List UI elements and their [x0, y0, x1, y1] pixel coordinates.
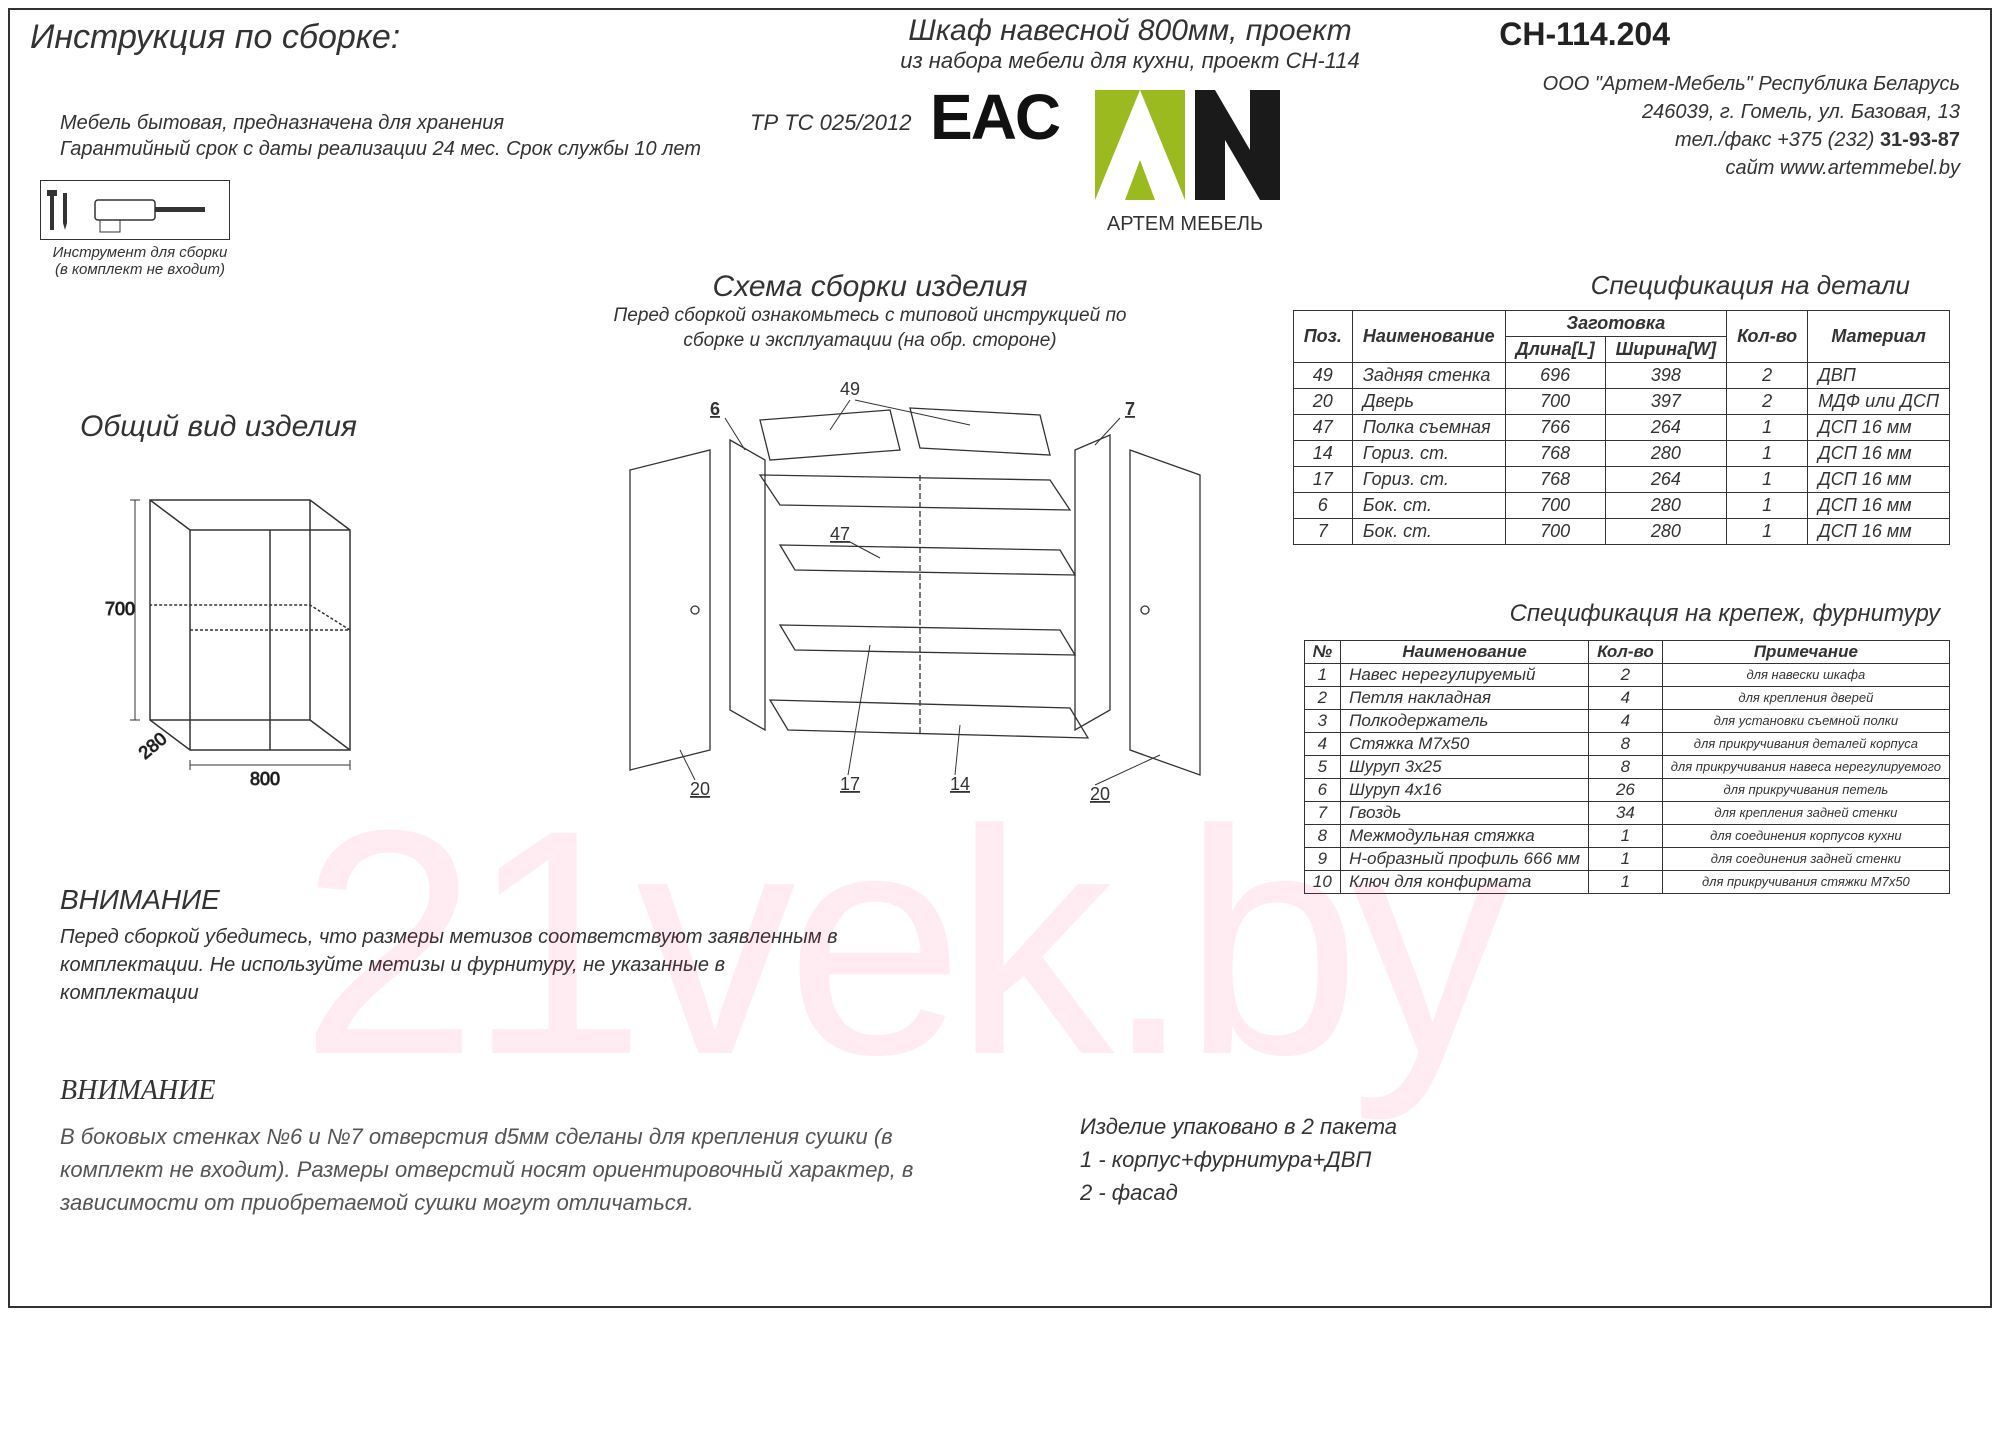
- svg-text:20: 20: [690, 779, 710, 799]
- table-row: 1Навес нерегулируемый2для навески шкафа: [1304, 664, 1949, 687]
- table-row: 6Бок. ст.7002801ДСП 16 мм: [1293, 493, 1949, 519]
- svg-text:700: 700: [105, 599, 135, 619]
- product-header: Шкаф навесной 800мм, проект из набора ме…: [780, 14, 1480, 74]
- company-line: 246039, г. Гомель, ул. Базовая, 13: [1440, 98, 1960, 126]
- company-info: ООО "Артем-Мебель" Республика Беларусь 2…: [1440, 70, 1960, 182]
- table-row: 14Гориз. ст.7682801ДСП 16 мм: [1293, 441, 1949, 467]
- general-view-title: Общий вид изделия: [80, 410, 357, 444]
- product-subtitle: из набора мебели для кухни, проект СН-11…: [780, 48, 1480, 74]
- parts-spec-title: Спецификация на детали: [1591, 270, 1910, 301]
- hardware-spec-title: Спецификация на крепеж, фурнитуру: [1510, 600, 1940, 628]
- warning-1: ВНИМАНИЕ Перед сборкой убедитесь, что ра…: [60, 880, 860, 1007]
- table-row: 8Межмодульная стяжка1для соединения корп…: [1304, 825, 1949, 848]
- company-line: ООО "Артем-Мебель" Республика Беларусь: [1440, 70, 1960, 98]
- svg-text:49: 49: [840, 380, 860, 399]
- svg-text:7: 7: [1125, 399, 1135, 419]
- table-row: 17Гориз. ст.7682641ДСП 16 мм: [1293, 467, 1949, 493]
- svg-text:АРТЕМ МЕБЕЛЬ: АРТЕМ МЕБЕЛЬ: [1107, 213, 1263, 235]
- parts-spec-table: Поз. Наименование Заготовка Кол-во Матер…: [1293, 310, 1950, 545]
- tools-icon: [40, 180, 230, 240]
- cabinet-isometric: 700 800 280: [90, 460, 370, 780]
- eac-mark: EAC: [930, 80, 1059, 154]
- svg-text:17: 17: [840, 774, 860, 794]
- table-row: 47Полка съемная7662641ДСП 16 мм: [1293, 415, 1949, 441]
- tools-caption: Инструмент для сборки (в комплект не вхо…: [40, 244, 240, 278]
- table-row: 10Ключ для конфирмата1для прикручивания …: [1304, 871, 1949, 894]
- svg-text:800: 800: [250, 769, 280, 789]
- packing-info: Изделие упаковано в 2 пакета 1 - корпус+…: [1080, 1110, 1680, 1209]
- brand-logo: АРТЕМ МЕБЕЛЬ: [1080, 80, 1290, 240]
- tools-block: Инструмент для сборки (в комплект не вхо…: [40, 180, 240, 278]
- exploded-view: 49 6 7 47 20 17 14 20: [530, 380, 1210, 840]
- project-code: СH-114.204: [1499, 16, 1670, 53]
- instruction-title: Инструкция по сборке:: [30, 18, 400, 57]
- table-row: 2Петля накладная4для крепления дверей: [1304, 687, 1949, 710]
- hardware-spec-table: № Наименование Кол-во Примечание 1Навес …: [1304, 640, 1950, 894]
- table-row: 7Бок. ст.7002801ДСП 16 мм: [1293, 519, 1949, 545]
- svg-text:14: 14: [950, 774, 970, 794]
- svg-text:20: 20: [1090, 784, 1110, 804]
- table-row: 6Шуруп 4х1626для прикручивания петель: [1304, 779, 1949, 802]
- product-name: Шкаф навесной 800мм, проект: [908, 14, 1352, 47]
- table-row: 5Шуруп 3х258для прикручивания навеса нер…: [1304, 756, 1949, 779]
- table-row: 49Задняя стенка6963982ДВП: [1293, 363, 1949, 389]
- table-row: 9Н-образный профиль 666 мм1для соединени…: [1304, 848, 1949, 871]
- table-row: 3Полкодержатель4для установки съемной по…: [1304, 710, 1949, 733]
- company-line: сайт www.artemmebel.by: [1440, 154, 1960, 182]
- svg-text:6: 6: [710, 399, 720, 419]
- svg-text:47: 47: [830, 524, 850, 544]
- company-line: тел./факс +375 (232) 31-93-87: [1440, 126, 1960, 154]
- table-row: 4Стяжка М7х508для прикручивания деталей …: [1304, 733, 1949, 756]
- warning-2: ВНИМАНИЕ В боковых стенках №6 и №7 отвер…: [60, 1070, 960, 1219]
- trtc-code: ТР ТС 025/2012: [750, 110, 911, 136]
- table-row: 20Дверь7003972МДФ или ДСП: [1293, 389, 1949, 415]
- schema-title: Схема сборки изделия Перед сборкой ознак…: [570, 270, 1170, 353]
- document-frame: Инструкция по сборке: Шкаф навесной 800м…: [8, 8, 1992, 1308]
- svg-text:280: 280: [135, 728, 171, 763]
- description: Мебель бытовая, предназначена для хранен…: [60, 110, 760, 162]
- table-row: 7Гвоздь34для крепления задней стенки: [1304, 802, 1949, 825]
